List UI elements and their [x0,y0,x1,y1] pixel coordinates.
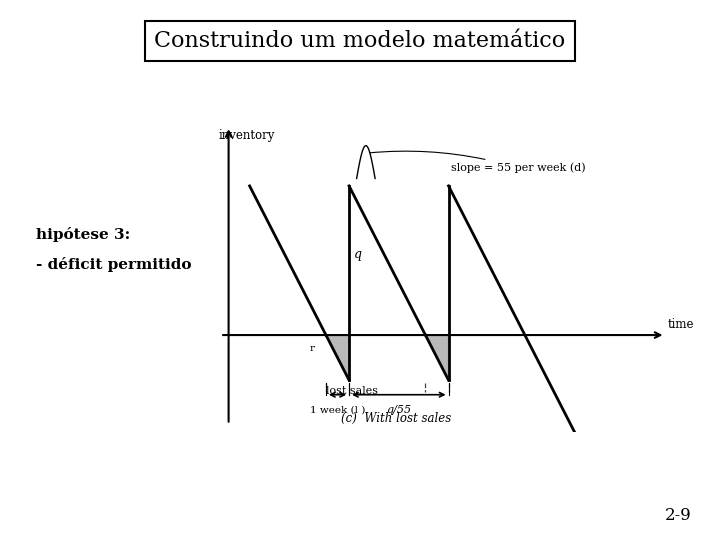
Polygon shape [326,335,349,380]
Text: Construindo um modelo matemático: Construindo um modelo matemático [154,30,566,52]
Text: 2-9: 2-9 [665,507,691,524]
Text: slope = 55 per week (d): slope = 55 per week (d) [369,151,586,173]
Text: hipótese 3:: hipótese 3: [36,227,130,242]
Text: lost sales: lost sales [326,386,378,396]
Text: r: r [309,344,314,353]
Text: (c)  With lost sales: (c) With lost sales [341,411,451,424]
Text: 1 week (l ): 1 week (l ) [310,405,365,414]
Polygon shape [426,335,449,380]
Text: q/55: q/55 [386,405,411,415]
Text: time: time [667,318,694,330]
Text: - déficit permitido: - déficit permitido [36,257,192,272]
Text: q: q [354,247,362,260]
Text: inventory: inventory [218,129,274,142]
